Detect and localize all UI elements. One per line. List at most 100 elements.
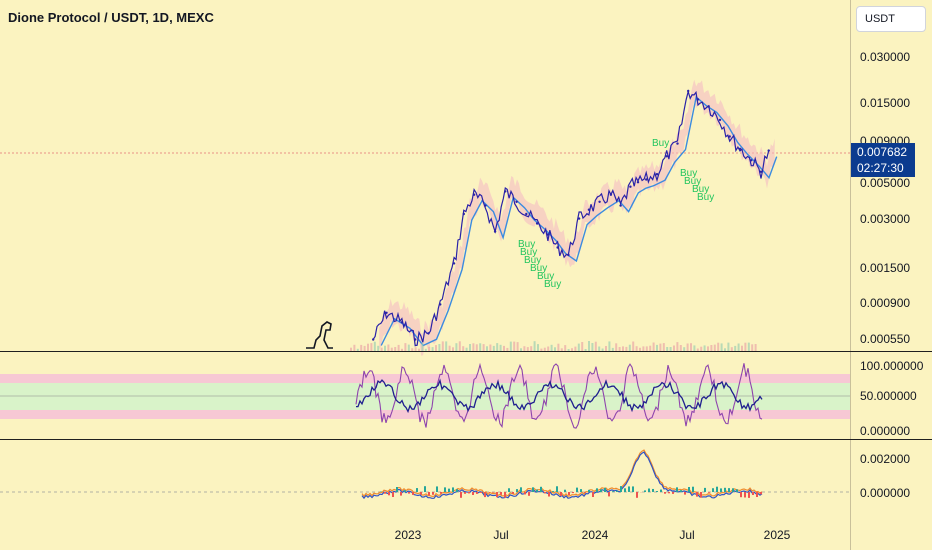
buy-signal-label: Buy: [537, 271, 554, 282]
volume-bar: [635, 346, 638, 351]
price-point: [676, 142, 679, 145]
macd-histogram-bar: [436, 486, 438, 493]
volume-bar: [356, 348, 359, 351]
volume-bar: [700, 346, 703, 351]
volume-bar: [676, 342, 679, 351]
volume-bar: [414, 347, 417, 351]
price-point: [525, 212, 528, 216]
volume-bar: [469, 344, 471, 351]
y-tick-label: 0.003000: [860, 212, 911, 226]
macd-histogram-bar: [432, 492, 434, 495]
volume-bar: [622, 346, 624, 351]
macd-histogram-bar: [676, 487, 678, 493]
macd-histogram-bar: [736, 489, 738, 493]
volume-bar: [513, 341, 516, 351]
volume-bar: [387, 344, 390, 351]
macd-histogram-bar: [748, 492, 750, 498]
macd-histogram-bar: [692, 486, 694, 493]
volume-bar: [649, 345, 652, 351]
volume-bar: [639, 347, 641, 351]
macd-histogram-bar: [588, 489, 590, 493]
macd-histogram-bar: [516, 489, 518, 493]
volume-bar: [407, 344, 410, 351]
price-series-line: [372, 89, 770, 347]
currency-button[interactable]: USDT: [856, 6, 926, 32]
volume-bar: [652, 342, 655, 351]
macd-histogram-bar: [728, 488, 730, 493]
price-point: [587, 208, 591, 211]
macd-histogram-bar: [412, 492, 414, 495]
volume-bar: [452, 347, 454, 351]
price-point: [385, 311, 388, 314]
volume-bar: [424, 348, 427, 351]
price-point: [750, 159, 753, 162]
price-point: [598, 200, 601, 203]
volume-bar: [363, 345, 366, 351]
last-price-value: 0.007682: [857, 145, 908, 159]
volume-bar: [479, 343, 482, 351]
volume-bar: [516, 342, 519, 351]
macd-histogram-bar: [624, 488, 626, 493]
volume-bar: [506, 347, 509, 351]
macd-histogram-bar: [656, 491, 658, 493]
y-tick-label: 0.002000: [860, 452, 911, 466]
macd-histogram-bar: [628, 486, 630, 492]
volume-bar: [611, 347, 614, 351]
volume-bar: [486, 346, 488, 351]
volume-bar: [462, 346, 465, 351]
volume-bar: [533, 341, 536, 351]
volume-bar: [751, 344, 754, 351]
macd-histogram-bar: [700, 492, 702, 498]
macd-histogram-bar: [668, 492, 670, 494]
macd-histogram-bar: [752, 492, 754, 495]
oversold-band: [0, 410, 850, 419]
volume-bar: [499, 344, 502, 351]
price-point: [472, 193, 476, 196]
price-point: [462, 212, 465, 216]
volume-bar: [724, 348, 726, 351]
price-point: [493, 230, 497, 233]
volume-bar: [390, 347, 393, 351]
volume-bar: [482, 344, 485, 351]
volume-bar: [673, 345, 675, 351]
volume-bar: [350, 347, 352, 351]
macd-histogram-bar: [480, 492, 482, 493]
y-tick-label: 0.000550: [860, 332, 911, 346]
volume-bar: [730, 347, 733, 351]
volume-bar: [727, 342, 730, 351]
macd-histogram-bar: [716, 486, 718, 492]
volume-bar: [543, 347, 546, 351]
volume-bar: [608, 341, 611, 351]
volume-bar: [615, 343, 618, 351]
price-point: [439, 303, 442, 306]
pane-separator[interactable]: [0, 439, 932, 440]
y-tick-label: 50.000000: [860, 389, 917, 403]
price-point: [427, 332, 430, 335]
macd-histogram-bar: [500, 492, 502, 495]
macd-histogram-bar: [508, 488, 510, 492]
macd-histogram-bar: [460, 492, 462, 498]
volume-bar: [418, 348, 420, 351]
macd-histogram-bar: [384, 492, 386, 494]
price-point: [546, 233, 550, 236]
volume-bar: [713, 344, 716, 351]
macd-histogram-bar: [536, 489, 538, 493]
y-tick-label: 0.000000: [860, 424, 911, 438]
pane-separator[interactable]: [0, 351, 932, 352]
macd-histogram-bar: [696, 492, 698, 497]
macd-histogram-bar: [540, 486, 542, 492]
buy-signal-label: Buy: [524, 255, 541, 266]
price-point: [665, 155, 668, 158]
volume-bar: [431, 347, 434, 351]
volume-bar: [458, 341, 461, 351]
y-tick-label: 0.000000: [860, 486, 911, 500]
macd-histogram-bar: [732, 488, 734, 492]
y-tick-label: 0.001500: [860, 261, 911, 275]
y-tick-label: 0.005000: [860, 176, 911, 190]
macd-histogram-bar: [428, 492, 430, 496]
macd-histogram-bar: [420, 492, 422, 495]
macd-histogram-bar: [544, 492, 546, 494]
price-point: [452, 262, 456, 265]
price-axis[interactable]: [850, 0, 932, 550]
